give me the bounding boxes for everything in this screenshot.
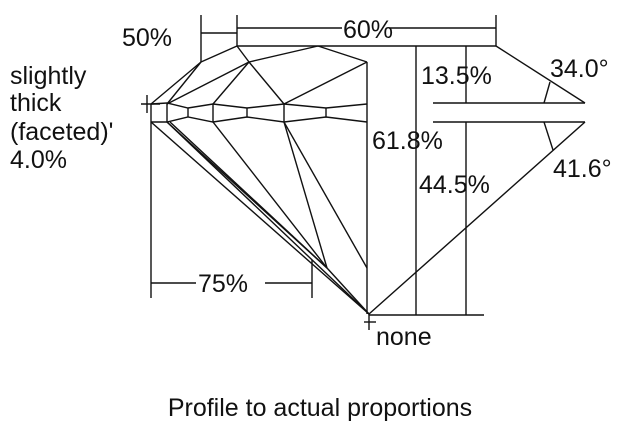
- culet-label: none: [376, 323, 432, 351]
- girdle-label-line-1: slightly: [10, 62, 87, 90]
- lower-half-length-label: 75%: [198, 270, 248, 298]
- girdle-thickness-label: slightly thick (faceted)' 4.0%: [10, 62, 113, 174]
- total-depth-label: 61.8%: [372, 127, 443, 155]
- table-label: 60%: [343, 16, 393, 44]
- crown-height-label: 13.5%: [421, 62, 492, 90]
- diamond-outline: [150, 45, 586, 315]
- caption: Profile to actual proportions: [168, 394, 472, 422]
- star-length-label: 50%: [122, 24, 172, 52]
- pavilion-depth-label: 44.5%: [419, 171, 490, 199]
- pavilion-angle-label: 41.6°: [553, 155, 612, 183]
- girdle-label-line-2: thick: [10, 89, 62, 117]
- dimension-lines: [141, 15, 554, 330]
- girdle-label-line-3: (faceted)': [10, 118, 113, 146]
- girdle-label-line-4: 4.0%: [10, 146, 67, 174]
- crown-angle-label: 34.0°: [550, 55, 609, 83]
